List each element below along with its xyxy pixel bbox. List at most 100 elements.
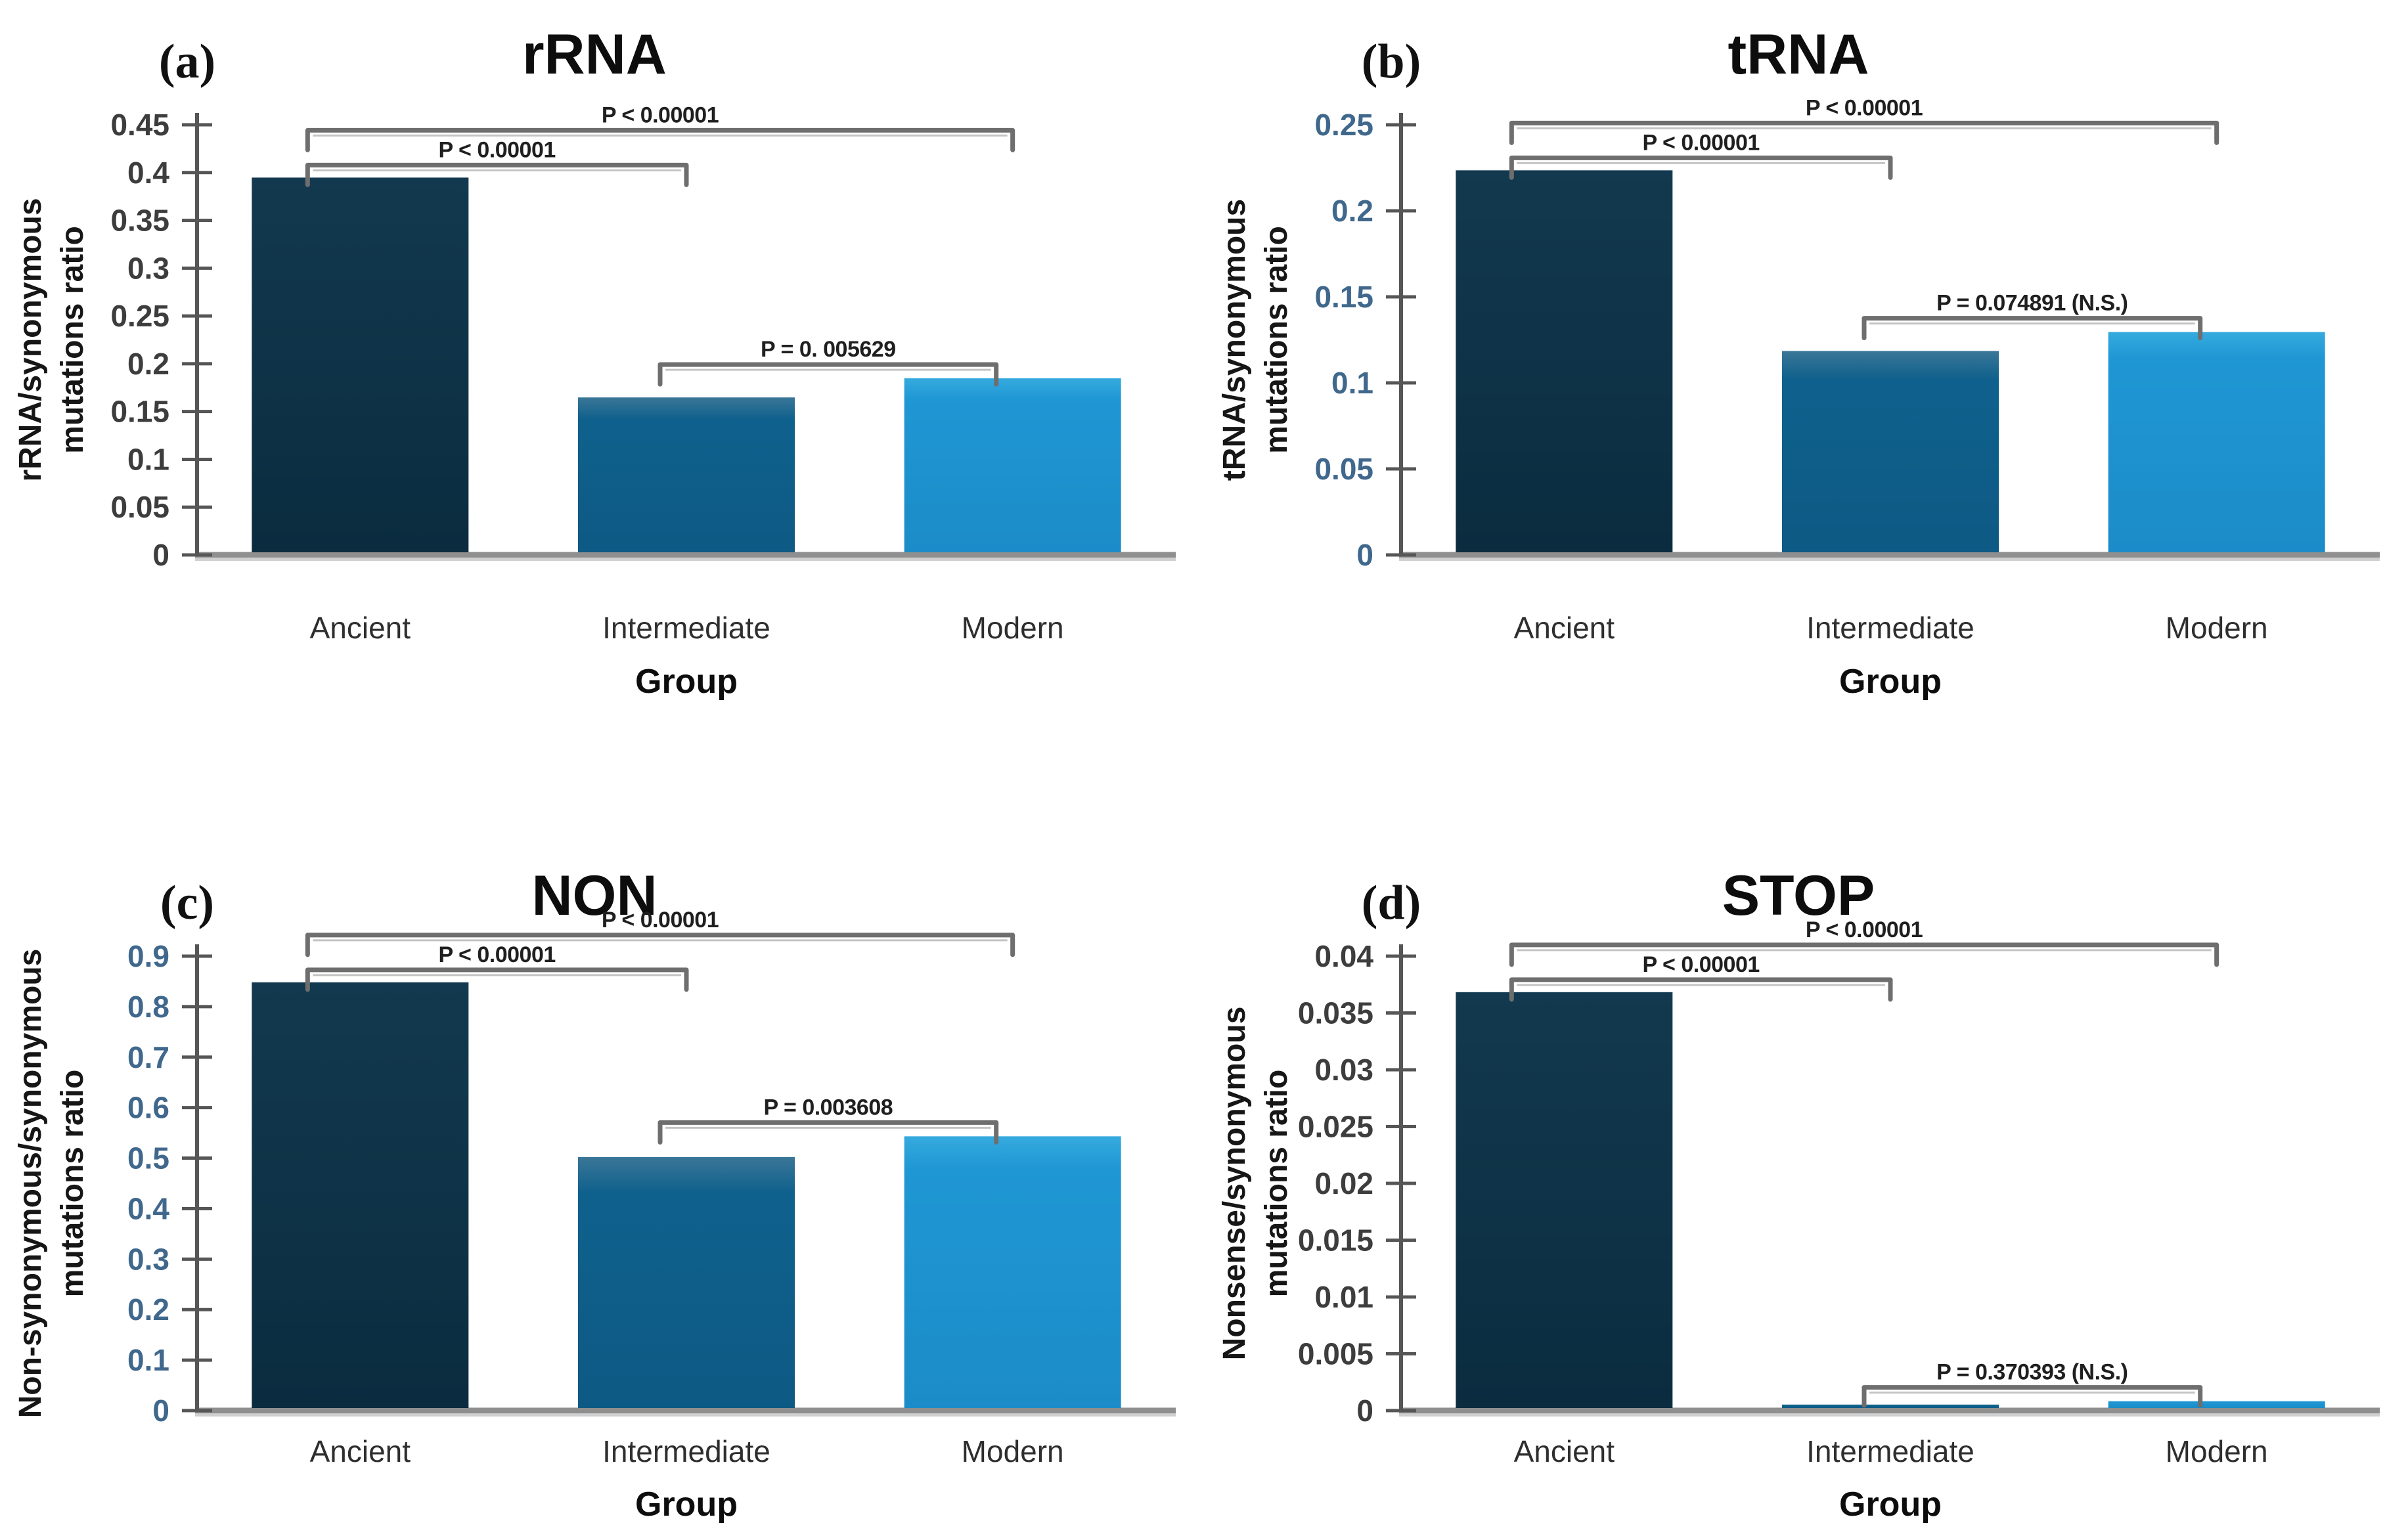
bar-modern — [904, 378, 1121, 552]
panel-letter: (b) — [1362, 35, 1421, 89]
bracket — [305, 933, 1015, 957]
bracket — [305, 967, 689, 992]
y-tick-label: 0.005 — [1298, 1337, 1373, 1371]
x-axis-labels: Ancient Intermediate Modern Group — [310, 611, 1064, 701]
bars — [252, 982, 1121, 1408]
y-tick-label: 0.025 — [1298, 1110, 1373, 1144]
y-tick-label: 0.35 — [110, 204, 169, 238]
y-tick-label: 0.05 — [1314, 452, 1373, 486]
bar-ancient — [1456, 992, 1673, 1408]
bracket — [1509, 977, 1893, 1002]
category-label-intermediate: Intermediate — [1806, 611, 1974, 645]
bracket — [658, 1120, 999, 1145]
y-tick-label: 0 — [1356, 538, 1373, 572]
bracket — [305, 127, 1015, 152]
p-value-label: P < 0.00001 — [439, 942, 556, 967]
panel-c-non: (c) NON Non-synonymous/synonymous mutations… — [0, 769, 1204, 1538]
y-axis-title-line1: rRNA/synonymous — [13, 198, 48, 481]
y-tick-label: 0.03 — [1314, 1053, 1373, 1087]
bar-ancient — [252, 982, 469, 1408]
y-tick-label: 0.2 — [127, 347, 169, 381]
y-tick-label: 0.3 — [127, 1242, 169, 1276]
bracket — [1862, 316, 2203, 341]
bracket — [1509, 942, 2219, 967]
y-axis: 0 0.1 0.2 0.3 0.4 0.5 0.6 0.7 0.8 0.9 — [127, 939, 212, 1428]
bracket — [305, 162, 689, 187]
panel-letter: (c) — [160, 876, 214, 930]
panel-b-trna: (b) tRNA tRNA/synonymous mutations ratio 0 0.… — [1204, 0, 2408, 769]
y-axis-title-line2: mutations ratio — [55, 1070, 90, 1298]
bar-ancient — [252, 177, 469, 552]
y-tick-label: 0.3 — [127, 251, 169, 285]
y-axis-title-line2: mutations ratio — [1259, 226, 1294, 454]
p-value-label: P < 0.00001 — [1643, 952, 1760, 977]
bracket — [1509, 155, 1893, 180]
p-value-label: P < 0.00001 — [602, 102, 719, 127]
x-axis-labels: Ancient Intermediate Modern Group — [1514, 611, 2268, 701]
bar-modern — [2108, 332, 2325, 552]
y-axis-title: rRNA/synonymous mutations ratio — [13, 198, 90, 481]
y-tick-label: 0 — [152, 1394, 169, 1428]
y-axis-title-line1: Nonsense/synonymous — [1217, 1007, 1252, 1361]
panel-title: rRNA — [522, 23, 667, 86]
significance-brackets: P < 0.00001 P < 0.00001 P = 0.370393 (N.S.… — [1509, 917, 2219, 1408]
p-value-label: P < 0.00001 — [1806, 95, 1923, 120]
chart-stop: (d) STOP Nonsense/synonymous mutations rati… — [1217, 864, 2380, 1524]
panel-title: tRNA — [1728, 23, 1869, 86]
y-axis-title: Non-synonymous/synonymous mutations ratio — [13, 949, 90, 1418]
bracket — [658, 362, 999, 387]
bar-modern — [904, 1136, 1121, 1408]
panel-a-rrna: (a) rRNA rRNA/synonymous mutations ratio 0 0.… — [0, 0, 1204, 769]
bars — [252, 177, 1121, 552]
chart-trna: (b) tRNA tRNA/synonymous mutations ratio 0 0.… — [1217, 23, 2380, 701]
significance-brackets: P < 0.00001 P < 0.00001 P = 0.074891 (N.S.… — [1509, 95, 2219, 341]
y-tick-label: 0.8 — [127, 990, 169, 1024]
bar-intermediate — [578, 397, 795, 552]
x-axis-labels: Ancient Intermediate Modern Group — [1514, 1434, 2268, 1524]
x-axis-title: Group — [1839, 1485, 1942, 1524]
p-value-label: P = 0. 005629 — [761, 337, 896, 362]
bar-ancient — [1456, 170, 1673, 552]
y-tick-label: 0.15 — [1314, 280, 1373, 314]
bar-intermediate — [578, 1156, 795, 1408]
category-label-ancient: Ancient — [310, 611, 411, 645]
y-tick-label: 0.4 — [127, 1191, 169, 1225]
y-tick-label: 0.25 — [1314, 108, 1373, 142]
y-tick-label: 0.035 — [1298, 996, 1373, 1030]
bracket — [1509, 120, 2219, 145]
y-tick-label: 0.04 — [1314, 939, 1373, 973]
y-axis-title-line2: mutations ratio — [1259, 1070, 1294, 1298]
category-label-ancient: Ancient — [310, 1434, 411, 1468]
p-value-label: P < 0.00001 — [602, 908, 719, 933]
category-label-intermediate: Intermediate — [1806, 1434, 1974, 1468]
y-axis-title: Nonsense/synonymous mutations ratio — [1217, 1007, 1294, 1361]
y-tick-label: 0.7 — [127, 1040, 169, 1074]
category-label-modern: Modern — [962, 1434, 1064, 1468]
y-tick-label: 0.1 — [127, 1343, 169, 1377]
y-axis: 0 0.05 0.1 0.15 0.2 0.25 0.3 0.35 0.4 0.45 — [110, 108, 212, 572]
chart-rrna: (a) rRNA rRNA/synonymous mutations ratio 0 0.… — [13, 23, 1176, 701]
category-label-intermediate: Intermediate — [602, 611, 770, 645]
y-axis: 0 0.005 0.01 0.015 0.02 0.025 0.03 0.035 0.04 — [1298, 939, 1416, 1428]
bar-modern — [2108, 1401, 2325, 1408]
bar-intermediate — [1782, 1404, 1999, 1408]
y-tick-label: 0.05 — [110, 490, 169, 524]
p-value-label: P < 0.00001 — [1806, 917, 1923, 942]
x-axis-labels: Ancient Intermediate Modern Group — [310, 1434, 1064, 1524]
panel-letter: (a) — [159, 35, 215, 89]
y-tick-label: 0.45 — [110, 108, 169, 142]
y-tick-label: 0.1 — [1331, 366, 1373, 400]
bar-intermediate — [1782, 351, 1999, 552]
panel-title: STOP — [1722, 864, 1875, 927]
p-value-label: P < 0.00001 — [439, 137, 556, 162]
panel-title: NON — [531, 864, 657, 927]
y-tick-label: 0 — [152, 538, 169, 572]
category-label-modern: Modern — [2166, 1434, 2268, 1468]
y-tick-label: 0.015 — [1298, 1223, 1373, 1258]
y-axis: 0 0.05 0.1 0.15 0.2 0.25 — [1314, 108, 1416, 572]
category-label-ancient: Ancient — [1514, 611, 1615, 645]
significance-brackets: P < 0.00001 P < 0.00001 P = 0. 005629 — [305, 102, 1015, 387]
panel-letter: (d) — [1362, 876, 1421, 930]
p-value-label: P = 0.003608 — [764, 1095, 893, 1120]
